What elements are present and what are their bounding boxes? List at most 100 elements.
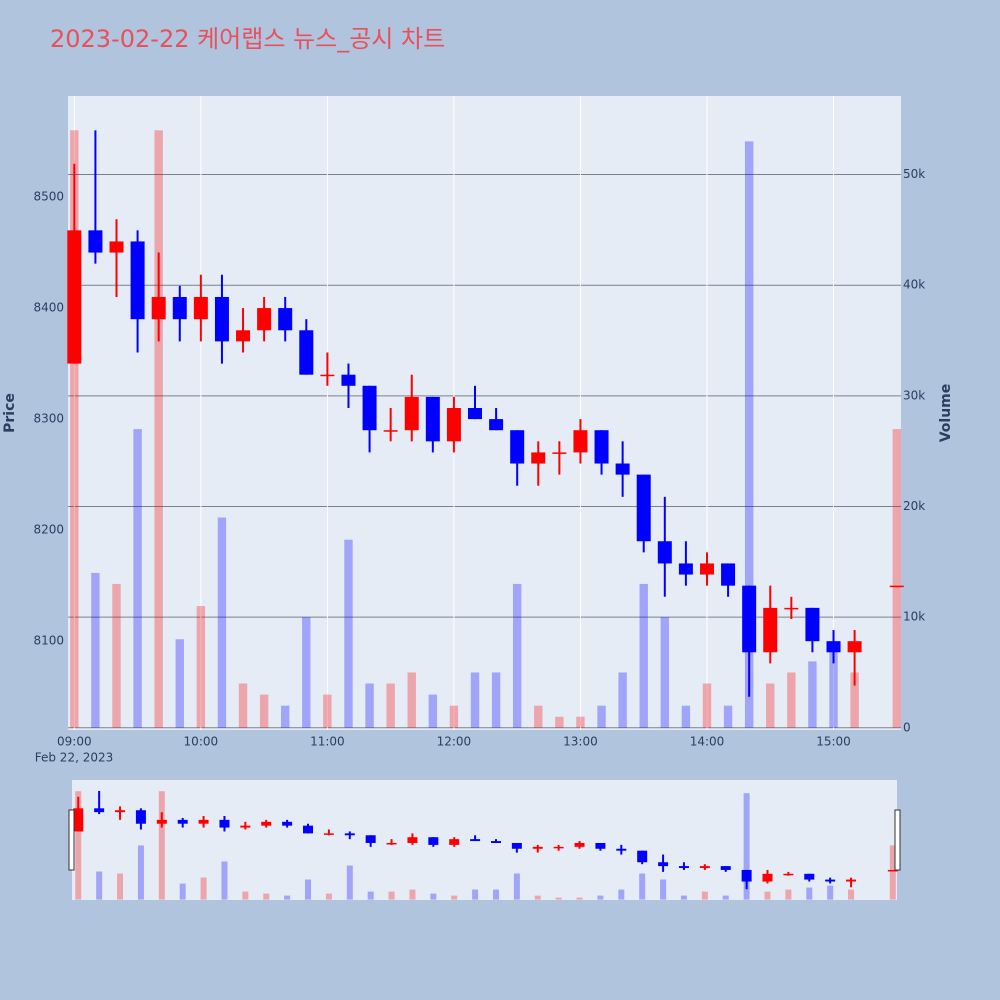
volume-bar [744, 141, 754, 728]
volume-bar [325, 893, 332, 900]
volume-bar [892, 429, 901, 728]
candle-body [156, 819, 167, 824]
candle-body [742, 585, 757, 653]
volume-bar [555, 897, 562, 900]
candle-body [699, 866, 710, 869]
volume-bar [764, 891, 771, 900]
volume-bar [263, 893, 270, 900]
volume-bar [680, 895, 687, 900]
candle-body [130, 241, 145, 320]
candle-body [219, 819, 230, 828]
candle-body [553, 846, 564, 849]
candle-body [278, 308, 293, 331]
candle-body [365, 835, 376, 843]
x-tick-label: 14:00 [690, 735, 725, 749]
x-tick-label: 11:00 [310, 735, 345, 749]
candle-body [678, 866, 689, 869]
y2-axis-title: Volume [938, 384, 954, 443]
volume-bar [743, 793, 750, 900]
x-tick-label: 12:00 [437, 735, 472, 749]
volume-bar [305, 879, 312, 900]
candle-body [532, 846, 543, 849]
candle-body [362, 385, 377, 431]
range-slider[interactable] [72, 780, 897, 900]
candle-body [616, 848, 627, 851]
volume-bar [179, 883, 186, 900]
volume-bar [850, 672, 859, 728]
candle-body [323, 833, 334, 835]
candle-body [826, 641, 841, 653]
volume-bar [284, 895, 291, 900]
volume-bar [827, 885, 834, 900]
candle-body [320, 374, 335, 377]
volume-bar [242, 891, 249, 900]
candle-body [282, 821, 293, 826]
y2-tick-label: 40k [903, 278, 925, 292]
x-date-label: Feb 22, 2023 [35, 751, 114, 765]
volume-bar [281, 705, 290, 728]
x-tick-label: 09:00 [57, 735, 92, 749]
candle-body [303, 825, 314, 834]
slider-handle[interactable] [894, 809, 901, 871]
volume-bar [367, 891, 374, 900]
volume-bar [513, 873, 520, 900]
candle-body [615, 463, 630, 475]
candle-body [446, 408, 461, 442]
volume-bar [660, 617, 670, 728]
volume-bar [365, 683, 374, 728]
volume-bar [238, 683, 248, 728]
candle-body [449, 839, 460, 845]
candle-body [383, 430, 398, 432]
x-tick-label: 10:00 [184, 735, 219, 749]
candle-body [94, 808, 105, 813]
x-tick-label: 15:00 [816, 735, 851, 749]
candle-body [299, 330, 314, 375]
volume-bar [491, 672, 501, 728]
plot-area [68, 96, 901, 730]
volume-bar [681, 705, 691, 728]
volume-bar [555, 716, 564, 728]
candle-body [762, 873, 773, 882]
candle-body [115, 810, 126, 813]
volume-bar [386, 683, 395, 728]
volume-bar [576, 897, 583, 900]
volume-bar [451, 895, 458, 900]
candle-body [344, 833, 355, 836]
candle-body [404, 396, 419, 431]
candle-body [846, 879, 857, 882]
volume-bar [785, 889, 792, 900]
slider-handle[interactable] [68, 809, 75, 871]
volume-bar [639, 873, 646, 900]
volume-bar [723, 705, 733, 728]
volume-bar [217, 517, 227, 728]
candle-body [236, 330, 251, 342]
y-tick-label: 8200 [33, 523, 64, 537]
candle-body [531, 452, 546, 464]
volume-bar [534, 895, 541, 900]
candle-body [67, 230, 82, 364]
candle-body [425, 396, 440, 442]
volume-bar [848, 889, 855, 900]
y2-tick-label: 10k [903, 610, 925, 624]
candle-body [594, 430, 609, 464]
y-tick-label: 8100 [33, 634, 64, 648]
volume-bar [259, 694, 269, 728]
candle-body [678, 563, 693, 575]
y-tick-label: 8400 [33, 301, 64, 315]
volume-bar [112, 583, 121, 728]
volume-bar [388, 891, 395, 900]
candle-body [193, 296, 208, 320]
candle-body [573, 430, 588, 453]
volume-bar [70, 130, 79, 728]
volume-bar [200, 877, 207, 900]
volume-bar [618, 672, 627, 728]
candle-body [699, 563, 714, 575]
candle-body [468, 408, 483, 420]
candle-body [240, 825, 251, 828]
volume-bar [175, 639, 184, 728]
volume-bar [137, 845, 144, 900]
candle-body [721, 563, 736, 586]
volume-bar [133, 429, 142, 728]
candle-body [595, 842, 606, 849]
